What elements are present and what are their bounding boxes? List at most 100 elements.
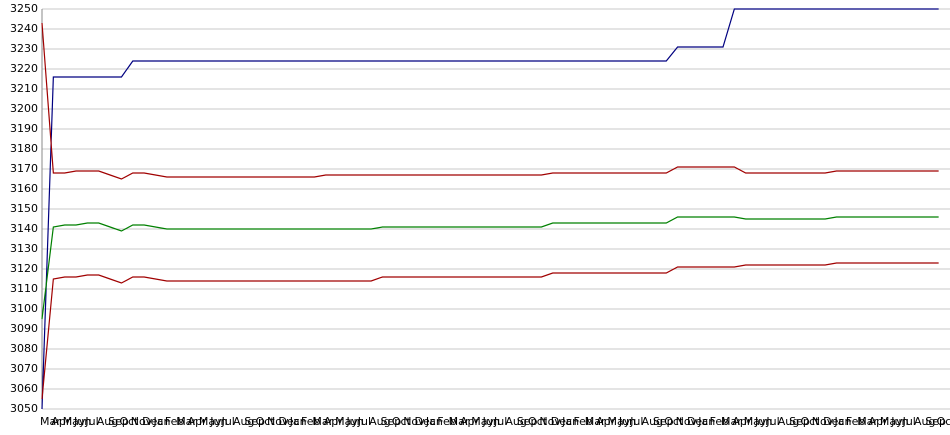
x-tick-label: Jan bbox=[834, 415, 852, 428]
x-tick-label: Sep bbox=[244, 415, 265, 428]
x-tick-label: Aug bbox=[369, 415, 390, 428]
x-tick-label: Oct bbox=[256, 415, 276, 428]
x-tick-label: Dec bbox=[551, 415, 572, 428]
x-tick-label: Jul bbox=[84, 415, 98, 428]
x-tick-label: Sep bbox=[108, 415, 129, 428]
x-tick-label: Jul bbox=[629, 415, 643, 428]
y-tick-label: 3130 bbox=[10, 242, 38, 255]
x-tick-label: Oct bbox=[664, 415, 684, 428]
x-tick-label: May bbox=[335, 415, 358, 428]
x-tick-label: May bbox=[199, 415, 222, 428]
x-tick-label: Feb bbox=[846, 415, 865, 428]
x-tick-label: Jul bbox=[902, 415, 916, 428]
x-tick-label: Jul bbox=[357, 415, 371, 428]
y-tick-label: 3250 bbox=[10, 2, 38, 15]
x-tick-label: Feb bbox=[437, 415, 456, 428]
x-tick-label: Mar bbox=[176, 415, 197, 428]
x-tick-label: Apr bbox=[596, 415, 616, 428]
y-tick-label: 3100 bbox=[10, 302, 38, 315]
x-tick-label: Jun bbox=[209, 415, 227, 428]
x-tick-label: Jul bbox=[765, 415, 779, 428]
y-tick-label: 3050 bbox=[10, 402, 38, 415]
x-tick-label: Jun bbox=[618, 415, 636, 428]
x-tick-label: Dec bbox=[823, 415, 844, 428]
x-tick-label: Sep bbox=[381, 415, 402, 428]
x-tick-label: Nov bbox=[676, 415, 698, 428]
x-tick-label: Sep bbox=[925, 415, 946, 428]
y-tick-label: 3200 bbox=[10, 102, 38, 115]
y-tick-label: 3170 bbox=[10, 162, 38, 175]
y-tick-label: 3140 bbox=[10, 222, 38, 235]
x-tick-label: Apr bbox=[51, 415, 71, 428]
x-tick-label: Feb bbox=[165, 415, 184, 428]
x-tick-label: Jun bbox=[482, 415, 500, 428]
x-tick-label: Jan bbox=[697, 415, 715, 428]
y-tick-label: 3110 bbox=[10, 282, 38, 295]
x-tick-label: May bbox=[63, 415, 86, 428]
y-tick-label: 3230 bbox=[10, 42, 38, 55]
x-tick-label: Aug bbox=[233, 415, 254, 428]
x-tick-label: Feb bbox=[573, 415, 592, 428]
line-series bbox=[41, 8, 939, 410]
y-tick-label: 3080 bbox=[10, 342, 38, 355]
x-tick-label: Oct bbox=[528, 415, 548, 428]
x-tick-label: Dec bbox=[687, 415, 708, 428]
x-tick-label: Apr bbox=[324, 415, 344, 428]
line-series bbox=[41, 262, 939, 400]
x-tick-label: May bbox=[744, 415, 767, 428]
y-tick-label: 3190 bbox=[10, 122, 38, 135]
x-tick-label: Aug bbox=[505, 415, 526, 428]
x-tick-label: Dec bbox=[415, 415, 436, 428]
x-tick-label: Jun bbox=[890, 415, 908, 428]
x-tick-label: Feb bbox=[710, 415, 729, 428]
x-tick-label: Aug bbox=[914, 415, 935, 428]
x-tick-label: May bbox=[471, 415, 494, 428]
y-tick-label: 3160 bbox=[10, 182, 38, 195]
x-tick-label: Oct bbox=[800, 415, 820, 428]
x-tick-label: Nov bbox=[812, 415, 834, 428]
y-tick-label: 3180 bbox=[10, 142, 38, 155]
y-tick-label: 3120 bbox=[10, 262, 38, 275]
x-tick-label: Oct bbox=[119, 415, 139, 428]
x-tick-label: Jun bbox=[345, 415, 363, 428]
x-tick-label: Nov bbox=[403, 415, 425, 428]
line-series bbox=[41, 22, 939, 180]
line-series bbox=[41, 216, 939, 320]
x-tick-label: Feb bbox=[301, 415, 320, 428]
x-tick-label: Mar bbox=[585, 415, 606, 428]
x-tick-label: Nov bbox=[539, 415, 561, 428]
x-tick-label: Apr bbox=[869, 415, 889, 428]
x-tick-label: Apr bbox=[732, 415, 752, 428]
x-tick-label: Mar bbox=[40, 415, 61, 428]
x-tick-label: Sep bbox=[517, 415, 538, 428]
y-tick-label: 3210 bbox=[10, 82, 38, 95]
x-tick-label: May bbox=[880, 415, 903, 428]
y-tick-label: 3070 bbox=[10, 362, 38, 375]
x-tick-label: Jan bbox=[561, 415, 579, 428]
x-tick-label: Jun bbox=[754, 415, 772, 428]
x-tick-label: Sep bbox=[789, 415, 810, 428]
x-tick-label: Oct bbox=[392, 415, 412, 428]
x-tick-label: Dec bbox=[142, 415, 163, 428]
x-tick-label: Apr bbox=[188, 415, 208, 428]
x-tick-label: Mar bbox=[312, 415, 333, 428]
x-tick-label: Aug bbox=[778, 415, 799, 428]
x-tick-label: Mar bbox=[857, 415, 878, 428]
x-tick-label: Jul bbox=[221, 415, 235, 428]
x-tick-label: Dec bbox=[278, 415, 299, 428]
y-tick-label: 3240 bbox=[10, 22, 38, 35]
x-tick-label: Mar bbox=[449, 415, 470, 428]
y-tick-label: 3090 bbox=[10, 322, 38, 335]
x-tick-label: Aug bbox=[642, 415, 663, 428]
x-tick-label: Sep bbox=[653, 415, 674, 428]
x-tick-label: Apr bbox=[460, 415, 480, 428]
y-tick-label: 3150 bbox=[10, 202, 38, 215]
x-tick-label: Oct bbox=[937, 415, 950, 428]
x-tick-label: Jun bbox=[73, 415, 91, 428]
x-tick-label: Jan bbox=[425, 415, 443, 428]
x-tick-label: Jul bbox=[493, 415, 507, 428]
y-tick-label: 3220 bbox=[10, 62, 38, 75]
x-tick-label: Mar bbox=[721, 415, 742, 428]
x-tick-label: Nov bbox=[131, 415, 153, 428]
